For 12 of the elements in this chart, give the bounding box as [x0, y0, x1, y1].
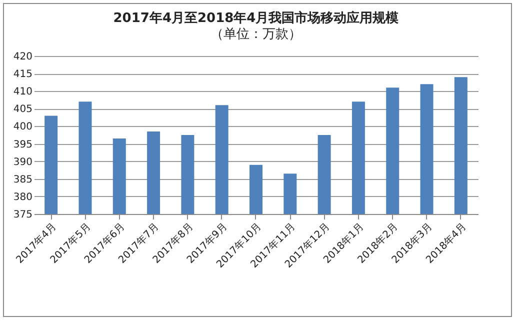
- chart-subtitle: （单位：万款）: [210, 27, 302, 42]
- y-tick-label: 380: [13, 192, 32, 203]
- y-tick-label: 410: [13, 86, 32, 98]
- y-tick-label: 375: [13, 210, 32, 220]
- y-tick-label: 390: [13, 156, 32, 168]
- y-tick-label: 385: [13, 174, 32, 186]
- y-tick-label: 395: [13, 139, 32, 150]
- y-tick-label: 420: [13, 52, 32, 62]
- y-tick-label: 415: [13, 69, 32, 80]
- y-tick-label: 400: [13, 122, 32, 133]
- y-tick-label: 405: [13, 104, 32, 116]
- chart-title: 2017年4月至2018年4月我国市场移动应用规模: [113, 10, 399, 26]
